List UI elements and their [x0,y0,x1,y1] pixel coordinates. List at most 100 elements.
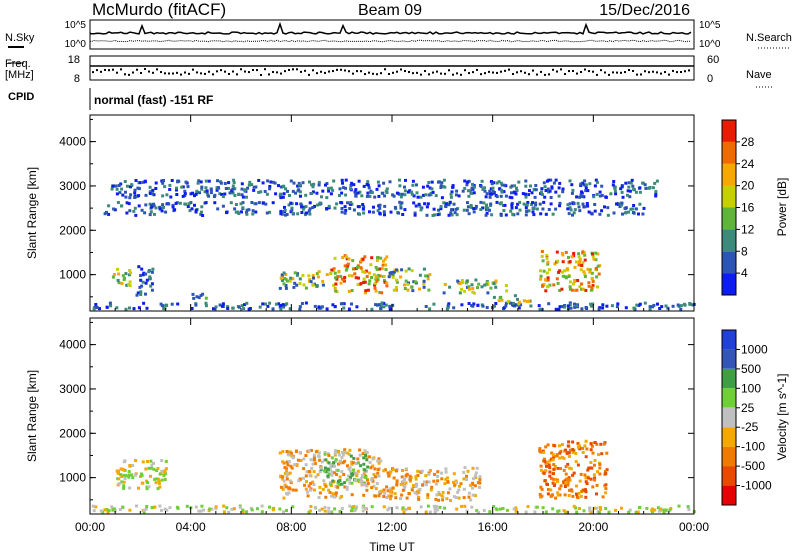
data-cell [117,477,121,481]
data-cell [321,487,325,491]
data-cell [427,288,431,292]
data-cell [340,455,344,459]
data-cell [370,505,374,509]
data-cell [540,487,544,491]
data-cell [435,505,439,508]
data-cell [476,286,479,290]
data-cell [312,470,316,474]
nave-point [112,68,114,71]
data-cell [473,185,476,189]
data-cell [416,195,420,199]
data-cell [373,475,377,479]
data-cell [141,273,145,277]
data-cell [348,207,352,210]
data-cell [365,194,369,198]
data-cell [189,192,193,196]
data-cell [293,463,297,467]
data-cell [346,264,350,268]
data-cell [283,472,287,475]
data-cell [455,507,459,511]
data-cell [462,496,466,500]
data-cell [314,450,318,454]
data-cell [372,473,376,476]
data-cell [302,476,306,480]
data-cell [361,257,365,261]
data-cell [458,484,461,488]
data-cell [304,463,308,467]
data-cell [340,191,344,195]
data-cell [336,275,340,279]
data-cell [358,190,362,194]
data-cell [596,252,600,256]
data-cell [556,281,560,285]
data-cell [651,186,655,190]
data-cell [178,201,182,205]
data-cell [394,496,398,500]
data-cell [291,505,295,509]
data-cell [280,273,284,277]
data-cell [472,184,476,187]
data-cell [611,183,615,187]
data-cell [338,461,342,465]
data-cell [326,186,330,190]
data-cell [228,191,232,195]
data-cell [164,472,168,476]
data-cell [418,204,422,208]
data-cell [224,187,228,190]
data-cell [116,278,120,282]
data-cell [539,485,543,489]
freq-panel-frame [89,55,695,81]
colorbar-tick-label: 100 [741,381,761,395]
data-cell [577,443,581,447]
data-cell [107,509,111,513]
data-cell [250,508,254,512]
data-cell [534,203,538,207]
data-cell [404,279,408,283]
data-cell [469,483,473,487]
data-cell [429,488,433,492]
data-cell [204,186,208,190]
data-cell [120,474,124,478]
data-cell [543,195,547,199]
data-cell [183,194,187,197]
data-cell [175,188,178,192]
data-cell [502,306,506,310]
data-cell [359,480,363,484]
colorbar-segment [722,349,736,369]
data-cell [568,179,572,183]
data-cell [474,476,478,480]
data-cell [308,212,312,216]
data-cell [343,205,347,209]
data-cell [365,451,369,455]
data-cell [584,187,588,190]
data-cell [493,304,496,308]
data-cell [485,306,489,309]
data-cell [139,278,143,282]
nave-point [544,73,546,76]
data-cell [375,276,378,280]
data-cell [592,195,596,199]
data-cell [561,274,565,278]
data-cell [564,485,567,488]
data-cell [540,494,544,498]
nave-point [140,71,142,74]
data-cell [598,506,602,509]
data-cell [382,495,386,498]
data-cell [553,444,557,448]
data-cell [645,506,649,510]
nave-point [100,70,102,73]
data-cell [556,493,560,497]
data-cell [304,205,308,209]
data-cell [334,449,337,453]
data-cell [590,271,594,275]
data-cell [565,451,569,455]
data-cell [403,287,407,290]
data-cell [593,476,597,480]
data-cell [516,202,520,206]
data-cell [541,259,545,263]
data-cell [443,482,447,486]
data-cell [331,492,335,496]
data-cell [479,208,483,211]
data-cell [214,506,218,510]
data-cell [136,291,140,295]
